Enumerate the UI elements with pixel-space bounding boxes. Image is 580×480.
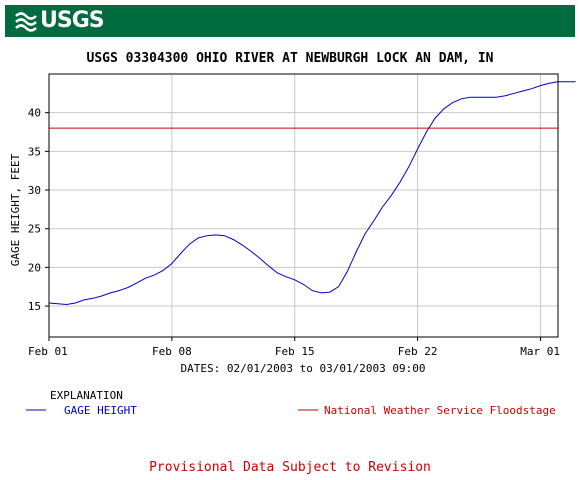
provisional-data-note: Provisional Data Subject to Revision [149,460,431,475]
x-axis-label: DATES: 02/01/2003 to 03/01/2003 09:00 [180,362,425,375]
y-tick-label: 15 [28,300,41,313]
x-tick-label: Feb 15 [275,345,315,358]
chart-title: USGS 03304300 OHIO RIVER AT NEWBURGH LOC… [87,51,494,66]
legend-gage-label: GAGE HEIGHT [64,404,137,417]
x-tick-label: Feb 08 [152,345,192,358]
usgs-wave-icon [15,10,37,32]
legend: EXPLANATION GAGE HEIGHT National Weather… [26,389,556,417]
legend-floodstage-label: National Weather Service Floodstage [324,404,556,417]
gage-height-line [48,81,576,306]
y-tick-label: 40 [28,107,41,120]
x-tick-label: Feb 01 [28,345,68,358]
legend-title: EXPLANATION [50,389,123,402]
y-tick-label: 25 [28,223,41,236]
y-axis-ticks: 15 20 25 30 35 40 [28,107,49,313]
y-axis-label: GAGE HEIGHT, FEET [9,153,22,266]
usgs-logo[interactable]: USGS [15,7,115,35]
usgs-logo-text: USGS [40,8,105,33]
x-axis-ticks: Feb 01 Feb 08 Feb 15 Feb 22 Mar 01 [28,337,560,358]
x-tick-label: Mar 01 [520,345,560,358]
y-tick-label: 30 [28,184,41,197]
x-tick-label: Feb 22 [398,345,438,358]
plot-frame [48,73,559,338]
usgs-banner: USGS [5,5,575,37]
y-tick-label: 35 [28,145,41,158]
chart-grid [48,74,558,337]
y-tick-label: 20 [28,261,41,274]
